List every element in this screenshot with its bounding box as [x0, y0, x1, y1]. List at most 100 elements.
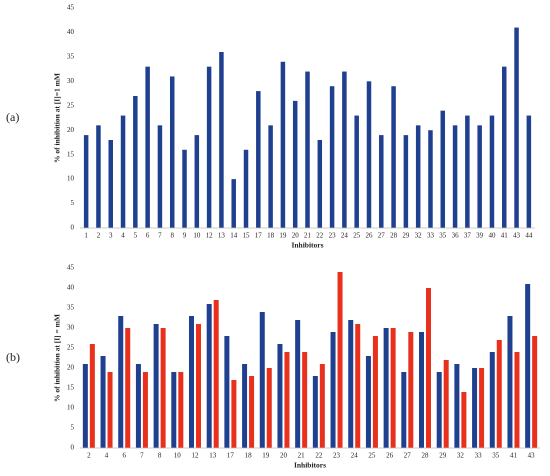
- bar: [443, 360, 449, 448]
- y-axis-label: % of inhibition at [I]=1 mM: [53, 73, 62, 163]
- bar: [514, 27, 519, 228]
- bar: [507, 316, 513, 448]
- y-tick-label: 15: [67, 384, 75, 392]
- bar: [415, 125, 421, 228]
- x-tick-label: 43: [528, 452, 536, 460]
- bar: [354, 115, 359, 228]
- y-tick-label: 5: [71, 424, 75, 432]
- x-tick-label: 41: [510, 452, 518, 460]
- x-tick-label: 15: [243, 232, 251, 240]
- x-axis-label: Inhibitors: [294, 461, 326, 470]
- bar: [145, 66, 150, 229]
- x-tick-label: 21: [304, 232, 312, 240]
- bar: [160, 328, 166, 448]
- bar: [479, 368, 485, 448]
- x-tick-label: 32: [415, 232, 423, 240]
- bar: [355, 324, 361, 448]
- x-tick-label: 33: [475, 452, 483, 460]
- x-tick-label: 2: [87, 452, 91, 460]
- bar: [472, 368, 478, 448]
- x-tick-label: 9: [183, 232, 187, 240]
- bar: [83, 135, 89, 228]
- bar: [390, 328, 396, 448]
- bar: [206, 304, 212, 448]
- y-tick-label: 45: [67, 264, 75, 272]
- bar: [489, 115, 495, 228]
- bar: [118, 316, 124, 448]
- bar: [365, 356, 371, 448]
- x-tick-label: 1: [84, 232, 88, 240]
- x-tick-label: 43: [513, 232, 521, 240]
- bar: [489, 352, 495, 448]
- bar: [243, 149, 249, 228]
- bar: [224, 336, 230, 448]
- bar: [96, 125, 101, 228]
- bar: [502, 66, 507, 229]
- y-tick-label: 25: [67, 344, 75, 352]
- bar: [89, 344, 95, 448]
- bar: [125, 328, 131, 448]
- x-tick-label: 37: [464, 232, 472, 240]
- bar: [403, 135, 409, 228]
- x-tick-label: 26: [386, 452, 394, 460]
- bar: [142, 372, 148, 448]
- x-tick-label: 22: [316, 232, 324, 240]
- x-tick-label: 20: [280, 452, 288, 460]
- bar: [268, 125, 273, 228]
- y-tick-label: 15: [67, 150, 75, 158]
- y-tick-label: 35: [67, 304, 75, 312]
- x-tick-label: 10: [193, 232, 201, 240]
- bar: [391, 86, 396, 228]
- bar: [419, 332, 424, 448]
- x-tick-label: 29: [402, 232, 410, 240]
- bar: [249, 376, 255, 448]
- x-tick-label: 32: [457, 452, 465, 460]
- x-tick-label: 36: [452, 232, 460, 240]
- x-tick-label: 19: [262, 452, 270, 460]
- y-tick-label: 10: [67, 175, 75, 183]
- bar: [305, 71, 310, 228]
- bar: [206, 66, 212, 229]
- bar: [426, 288, 431, 448]
- bar: [135, 364, 141, 448]
- x-tick-label: 26: [365, 232, 373, 240]
- y-tick-label: 40: [67, 28, 75, 36]
- bar: [342, 71, 347, 228]
- bar: [231, 179, 236, 228]
- y-tick-label: 0: [71, 444, 75, 452]
- x-tick-label: 22: [315, 452, 323, 460]
- y-tick-label: 10: [67, 404, 75, 412]
- bar: [231, 380, 237, 448]
- bar: [302, 352, 308, 448]
- bar: [436, 372, 442, 448]
- bar: [120, 115, 126, 228]
- x-tick-label: 21: [298, 452, 306, 460]
- y-tick-label: 20: [67, 126, 75, 134]
- x-tick-label: 6: [122, 452, 126, 460]
- bar: [280, 61, 286, 229]
- bar: [465, 115, 470, 228]
- y-axis-label: % of inhibition at [I] = mM: [53, 314, 62, 402]
- bar: [532, 336, 538, 448]
- bar: [82, 364, 88, 448]
- bar: [477, 125, 482, 228]
- bar: [284, 352, 290, 448]
- x-tick-label: 23: [329, 232, 337, 240]
- y-tick-label: 45: [67, 4, 75, 12]
- panel-label: (b): [6, 350, 20, 364]
- bar: [461, 392, 467, 448]
- bar: [178, 372, 184, 448]
- y-tick-label: 0: [71, 224, 75, 232]
- x-tick-label: 18: [267, 232, 275, 240]
- x-tick-label: 33: [427, 232, 435, 240]
- x-tick-label: 25: [368, 452, 376, 460]
- bar: [107, 372, 113, 448]
- x-tick-label: 8: [158, 452, 162, 460]
- x-tick-label: 19: [279, 232, 287, 240]
- x-tick-label: 2: [97, 232, 101, 240]
- x-tick-label: 17: [255, 232, 263, 240]
- y-tick-label: 25: [67, 101, 75, 109]
- x-tick-label: 4: [105, 452, 109, 460]
- bar: [330, 332, 336, 448]
